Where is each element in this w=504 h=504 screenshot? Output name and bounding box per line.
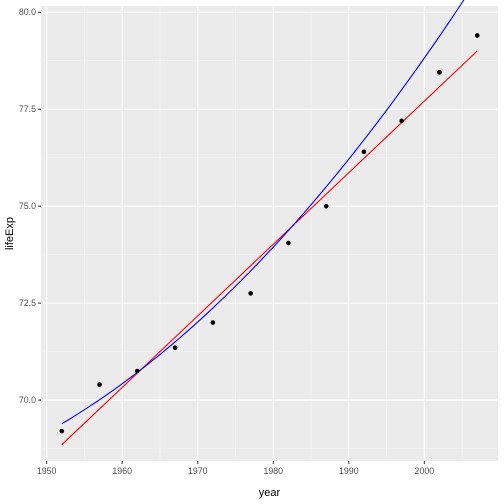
y-tick-label: 75.0	[19, 201, 36, 211]
y-axis: 70.0 72.5 75.0 77.5 80.0	[19, 7, 41, 405]
data-point	[437, 70, 442, 75]
data-point	[323, 203, 329, 209]
linear-fit-line	[61, 50, 478, 446]
data-point	[286, 240, 291, 246]
x-tick-label: 1970	[188, 466, 208, 476]
y-tick-label: 70.0	[19, 395, 36, 405]
y-tick-label: 77.5	[19, 104, 36, 114]
x-tick-label: 1980	[263, 466, 283, 476]
x-tick-label: 2000	[415, 466, 435, 476]
data-point	[210, 320, 216, 325]
data-point	[399, 118, 404, 124]
data-point	[361, 149, 367, 155]
quadratic-fit-line	[61, 0, 465, 425]
x-axis: 1950 1960 1970 1980 1990 2000	[37, 461, 434, 476]
fit-lines	[61, 0, 478, 446]
y-axis-title: lifeExp	[4, 217, 16, 250]
x-axis-title: year	[259, 487, 281, 499]
y-tick-label: 80.0	[19, 7, 36, 17]
plot-panel	[41, 6, 498, 461]
x-tick-label: 1990	[339, 466, 359, 476]
data-point	[474, 33, 480, 38]
y-tick-label: 72.5	[19, 298, 36, 308]
data-point	[172, 345, 178, 351]
data-point	[248, 291, 253, 296]
data-point	[97, 382, 102, 387]
x-tick-label: 1960	[112, 466, 132, 476]
data-point	[135, 368, 140, 374]
x-tick-label: 1950	[37, 466, 57, 476]
data-points	[59, 33, 480, 434]
data-point	[59, 428, 65, 434]
grid-lines	[41, 6, 498, 461]
